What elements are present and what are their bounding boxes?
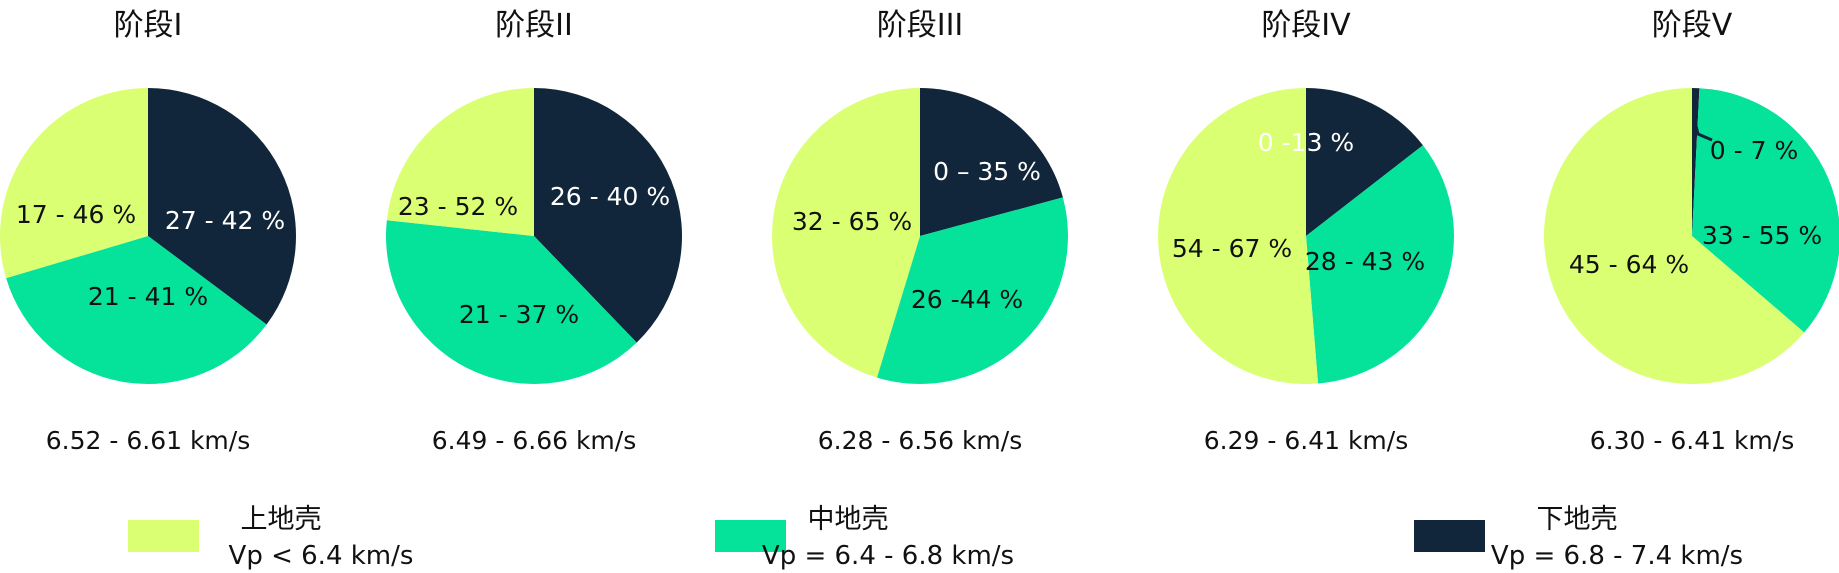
pie-slice-upper (0, 88, 149, 279)
legend-name: 上地壳 (241, 504, 322, 535)
pie-title: 阶段I (114, 8, 183, 43)
pie-slice-label: 0 – 35 % (933, 157, 1041, 186)
pie-slice-lower (1692, 88, 1700, 236)
pie-panel: 阶段II 26 - 40 % 21 - 37 % 23 - 52 % 6.49 - 6.… (385, 8, 683, 455)
legend-swatch-upper (128, 520, 199, 552)
pie-slice-label: 27 - 42 % (165, 206, 285, 235)
pie-slice-middle (1692, 88, 1839, 333)
pie-slice-label: 23 - 52 % (398, 192, 518, 221)
legend-range: Vp = 6.4 - 6.8 km/s (762, 541, 1014, 571)
legend-name: 中地壳 (808, 504, 889, 535)
pie-slice-label: 45 - 64 % (1569, 250, 1689, 279)
pie-slice-label: 21 - 37 % (459, 300, 579, 329)
pie-panel: 阶段IV 0 -13 % 28 - 43 % 54 - 67 % 6.29 - 6.41… (1158, 8, 1454, 455)
pie-slice-middle (6, 236, 267, 384)
pie-slice-upper (1544, 87, 1805, 384)
legend: 上地壳 Vp < 6.4 km/s 中地壳 Vp = 6.4 - 6.8 km/s 下地… (128, 504, 1743, 571)
pie-title: 阶段V (1652, 8, 1733, 43)
pie-slice-upper (386, 88, 534, 236)
velocity-range-label: 6.28 - 6.56 km/s (818, 426, 1022, 455)
pie-slice-upper (1158, 88, 1319, 384)
pie-slice-label: 54 - 67 % (1172, 234, 1292, 263)
pie-panel: 阶段III 0 – 35 % 26 -44 % 32 - 65 % 6.28 - 6.5… (772, 8, 1069, 455)
pie-slice-label: 0 - 7 % (1710, 136, 1798, 165)
pie-slice-middle (385, 220, 637, 385)
velocity-range-label: 6.49 - 6.66 km/s (432, 426, 636, 455)
pie-slice-lower (534, 88, 683, 343)
pie-panel: 阶段V 0 - 7 % 33 - 55 % 45 - 64 % 6.30 - 6.41 … (1544, 8, 1839, 455)
pie-panel: 阶段I 27 - 42 % 21 - 41 % 17 - 46 % 6.52 - 6.6… (0, 8, 296, 455)
pie-slice-label: 28 - 43 % (1305, 247, 1425, 276)
pie-slice-upper (772, 88, 920, 378)
velocity-range-label: 6.30 - 6.41 km/s (1590, 426, 1794, 455)
legend-range: Vp < 6.4 km/s (229, 541, 414, 571)
velocity-range-label: 6.29 - 6.41 km/s (1204, 426, 1408, 455)
pie-title: 阶段II (495, 8, 573, 43)
pie-slice-label: 33 - 55 % (1702, 221, 1822, 250)
pie-title: 阶段IV (1261, 8, 1351, 43)
legend-swatch-middle (715, 520, 786, 552)
slice-leader-line (1692, 117, 1713, 142)
legend-name: 下地壳 (1537, 504, 1618, 535)
pie-slice-lower (1306, 88, 1423, 236)
pie-slice-middle (1306, 145, 1454, 384)
pie-slice-lower (148, 88, 296, 325)
pie-title: 阶段III (877, 8, 964, 43)
legend-swatch-lower (1414, 520, 1485, 552)
pie-slice-label: 21 - 41 % (88, 282, 208, 311)
pie-slice-middle (876, 197, 1069, 384)
pie-slice-lower (920, 88, 1063, 236)
pie-slice-label: 26 - 40 % (550, 182, 670, 211)
pie-slice-label: 32 - 65 % (792, 207, 912, 236)
pie-slice-label: 17 - 46 % (16, 200, 136, 229)
pie-slice-label: 0 -13 % (1258, 128, 1354, 157)
legend-range: Vp = 6.8 - 7.4 km/s (1491, 541, 1743, 571)
pie-slice-label: 26 -44 % (911, 285, 1023, 314)
velocity-range-label: 6.52 - 6.61 km/s (46, 426, 250, 455)
